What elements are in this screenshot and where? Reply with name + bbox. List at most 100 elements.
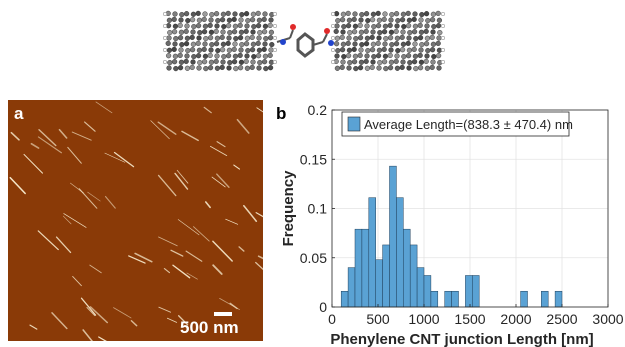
carbon-atom (340, 17, 346, 23)
hydrogen-atom (440, 59, 446, 65)
carbon-atom (406, 23, 412, 29)
carbon-atom (184, 11, 190, 17)
carbon-atom (387, 22, 393, 29)
carbon-atom (364, 65, 371, 71)
carbon-atom (407, 29, 413, 36)
carbon-atom (257, 29, 263, 36)
carbon-atom (430, 59, 436, 65)
carbon-atom (261, 46, 267, 53)
nanotube-streak (98, 336, 107, 341)
carbon-atom (209, 12, 215, 18)
carbon-atom (263, 35, 269, 42)
carbon-atom (166, 65, 172, 71)
carbon-atom (424, 53, 430, 59)
nanotube-streak (134, 252, 153, 263)
carbon-atom (430, 17, 436, 23)
carbon-atom (394, 35, 401, 41)
carbon-atom (231, 59, 238, 65)
carbon-atom (269, 41, 275, 48)
histogram-bar (541, 290, 549, 308)
nanotube-streak (37, 136, 62, 154)
carbon-atom (375, 40, 381, 47)
carbon-atom (172, 53, 179, 59)
carbon-atom (214, 23, 220, 29)
carbon-atom (340, 47, 346, 53)
carbon-atom (436, 35, 442, 41)
carbon-atom (371, 24, 377, 30)
carbon-atom (245, 18, 251, 24)
carbon-atom (413, 65, 419, 72)
carbon-atom (406, 65, 412, 71)
nanotube-streak (186, 272, 198, 280)
carbon-atom (262, 23, 269, 29)
carbon-atom (411, 16, 417, 23)
hydrogen-atom (272, 23, 278, 29)
histogram-bar (451, 290, 459, 308)
carbon-atom (244, 53, 250, 59)
nanotube-streak (236, 118, 250, 134)
carbon-atom (237, 65, 244, 71)
carbon-atom (232, 11, 238, 17)
nanotube-streak (51, 312, 68, 330)
carbon-atom (172, 29, 178, 35)
carbon-atom (352, 23, 359, 29)
carbon-atom (430, 11, 437, 17)
carbon-atom (406, 17, 413, 23)
carbon-atom (359, 12, 365, 18)
carbon-atom (178, 17, 184, 23)
nanotube-streak (37, 230, 59, 251)
carbon-atom (190, 41, 197, 47)
carbon-atom (268, 17, 274, 23)
carbon-atom (255, 40, 261, 47)
histogram-bar (396, 197, 404, 308)
x-ticks: 0 500 1000 1500 2000 2500 3000 (328, 304, 624, 327)
carbon-atom (190, 29, 196, 35)
carbon-atom (268, 29, 275, 35)
nanotube-streak (89, 306, 109, 324)
carbon-atom (196, 35, 202, 41)
carbon-atom (412, 53, 419, 59)
carbon-atom (237, 22, 243, 29)
hydrogen-atom (440, 11, 446, 17)
carbon-atom (250, 59, 256, 65)
carbon-atom (406, 35, 412, 41)
carbon-atom (376, 35, 382, 41)
carbon-atom (346, 23, 352, 29)
carbon-atom (173, 65, 179, 72)
carbon-atom (171, 46, 177, 53)
molecule-illustration (162, 10, 446, 72)
carbon-atom (257, 59, 263, 66)
carbon-atom (400, 17, 406, 23)
carbon-atom (407, 59, 413, 66)
carbon-atom (353, 65, 359, 72)
carbon-atom (412, 41, 418, 47)
carbon-atom (231, 16, 237, 23)
carbon-atom (190, 11, 197, 17)
legend: Average Length=(838.3 ± 470.4) nm (341, 111, 573, 137)
carbon-atom (220, 11, 227, 17)
y-axis-label: Frequency (280, 170, 297, 247)
nanotube-streak (150, 120, 170, 140)
carbon-atom (250, 11, 257, 17)
carbon-atom (334, 35, 341, 41)
carbon-atom (381, 46, 387, 53)
carbon-atom (227, 59, 233, 66)
histogram-bar (368, 197, 376, 308)
hydrogen-atom (330, 11, 336, 17)
carbon-atom (213, 28, 219, 35)
carbon-atom (177, 22, 183, 29)
carbon-atom (418, 65, 424, 71)
carbon-atom (207, 65, 214, 71)
hydrogen-atom (272, 11, 278, 17)
carbon-atom (436, 65, 442, 71)
carbon-atom (370, 41, 377, 47)
nanotube-features (9, 101, 263, 341)
carbon-atom (347, 29, 353, 36)
carbon-atom (267, 52, 273, 59)
scale-bar (214, 312, 232, 316)
nanotube-streak (157, 174, 177, 197)
carbon-atom (425, 18, 431, 24)
carbon-atom (207, 52, 213, 59)
carbon-atom (436, 23, 442, 29)
carbon-atom (423, 58, 429, 65)
